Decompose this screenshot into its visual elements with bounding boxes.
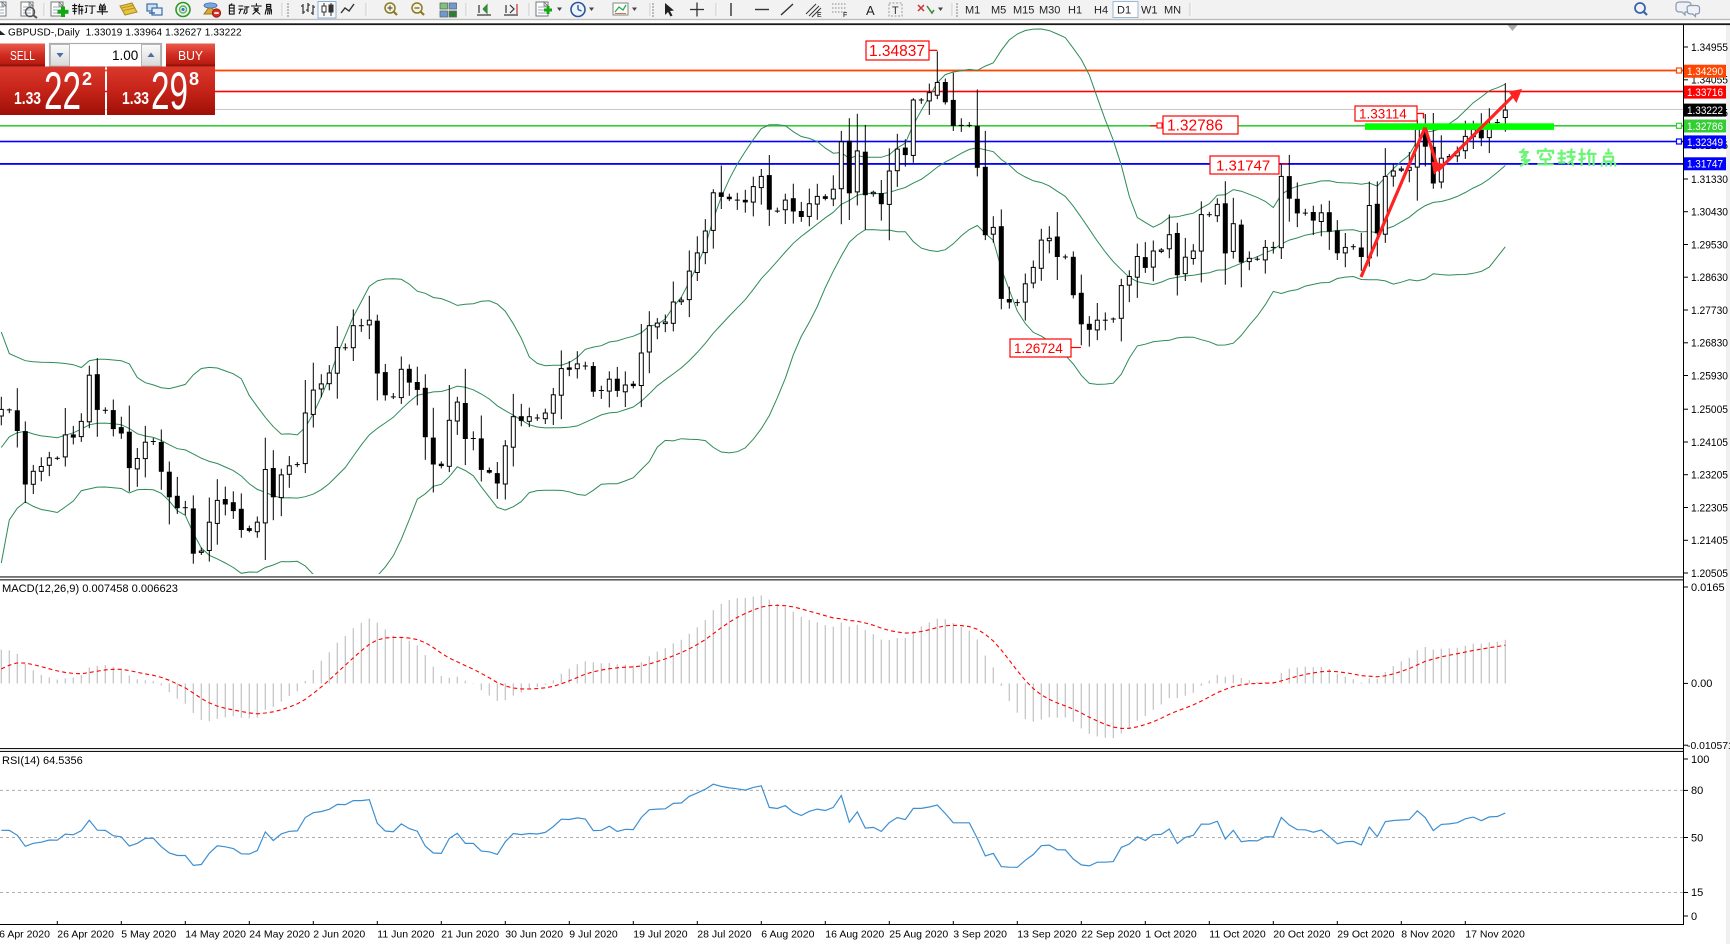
svg-text:25 Aug 2020: 25 Aug 2020 [889,929,948,941]
svg-text:1.25005: 1.25005 [1691,404,1728,416]
svg-text:1.24105: 1.24105 [1691,437,1728,449]
svg-text:29: 29 [151,62,188,121]
svg-text:1.31747: 1.31747 [1216,157,1270,174]
svg-text:0.0165: 0.0165 [1691,582,1725,594]
svg-text:M15: M15 [1013,5,1034,17]
svg-text:1.32786: 1.32786 [1687,121,1723,133]
svg-text:29 Oct 2020: 29 Oct 2020 [1337,929,1394,941]
svg-text:19 Jul 2020: 19 Jul 2020 [633,929,687,941]
svg-text:100: 100 [1691,754,1709,766]
svg-text:1 Oct 2020: 1 Oct 2020 [1145,929,1197,941]
svg-text:14 May 2020: 14 May 2020 [185,929,246,941]
svg-text:BUY: BUY [178,48,203,63]
svg-text:-0.010571: -0.010571 [1687,741,1730,752]
svg-text:2: 2 [82,69,92,89]
svg-text:20 Oct 2020: 20 Oct 2020 [1273,929,1330,941]
svg-text:1.21405: 1.21405 [1691,535,1728,547]
svg-text:11 Oct 2020: 11 Oct 2020 [1209,929,1266,941]
svg-text:1.34837: 1.34837 [869,43,925,60]
svg-text:RSI(14) 64.5356: RSI(14) 64.5356 [2,755,83,767]
svg-text:1.29530: 1.29530 [1691,239,1728,251]
svg-text:6 Aug 2020: 6 Aug 2020 [761,929,814,941]
svg-text:T: T [892,5,899,17]
svg-text:1.26830: 1.26830 [1691,338,1728,350]
svg-text:1.33114: 1.33114 [1359,106,1407,121]
svg-text:22: 22 [44,62,81,121]
svg-text:28 Jul 2020: 28 Jul 2020 [697,929,751,941]
svg-text:1.23205: 1.23205 [1691,470,1728,482]
svg-text:8 Nov 2020: 8 Nov 2020 [1401,929,1455,941]
svg-text:50: 50 [1691,832,1703,844]
svg-text:D1: D1 [1117,5,1131,17]
svg-text:1.31747: 1.31747 [1687,159,1723,171]
svg-text:GBPUSD-,Daily 1.33019 1.33964: GBPUSD-,Daily 1.33019 1.33964 1.32627 1.… [8,28,242,39]
svg-text:1.32349: 1.32349 [1687,137,1723,149]
svg-text:11 Jun 2020: 11 Jun 2020 [377,929,434,941]
svg-text:1.34955: 1.34955 [1691,42,1728,54]
svg-text:M5: M5 [991,5,1006,17]
svg-text:SELL: SELL [10,48,35,63]
svg-text:W1: W1 [1141,5,1158,17]
svg-text:1.33716: 1.33716 [1687,87,1723,99]
svg-text:80: 80 [1691,785,1703,797]
svg-text:9 Jul 2020: 9 Jul 2020 [569,929,618,941]
svg-text:H1: H1 [1068,5,1082,17]
svg-text:1.28630: 1.28630 [1691,272,1728,284]
svg-text:0: 0 [1691,911,1697,923]
svg-text:24 May 2020: 24 May 2020 [249,929,310,941]
svg-text:5 May 2020: 5 May 2020 [121,929,176,941]
svg-text:1.30430: 1.30430 [1691,207,1728,219]
svg-text:1.33: 1.33 [122,88,149,108]
svg-text:1.32786: 1.32786 [1167,118,1223,135]
svg-text:A: A [866,3,875,18]
svg-text:21 Jun 2020: 21 Jun 2020 [441,929,499,941]
svg-text:1.25930: 1.25930 [1691,370,1728,382]
svg-text:1.31330: 1.31330 [1691,174,1728,186]
svg-text:17 Nov 2020: 17 Nov 2020 [1465,929,1525,941]
svg-text:8: 8 [189,69,199,89]
svg-text:15: 15 [1691,887,1703,899]
svg-text:MACD(12,26,9) 0.007458 0.00662: MACD(12,26,9) 0.007458 0.006623 [2,583,178,595]
svg-text:1.27730: 1.27730 [1691,305,1728,317]
svg-text:2 Jun 2020: 2 Jun 2020 [313,929,365,941]
svg-text:13 Sep 2020: 13 Sep 2020 [1017,929,1077,941]
svg-text:M1: M1 [965,5,980,17]
svg-text:16 Aug 2020: 16 Aug 2020 [825,929,884,941]
svg-text:1.33: 1.33 [14,88,41,108]
svg-text:26 Apr 2020: 26 Apr 2020 [57,929,114,941]
svg-text:30 Jun 2020: 30 Jun 2020 [505,929,563,941]
svg-text:1.34290: 1.34290 [1687,66,1723,78]
svg-text:0.00: 0.00 [1691,678,1712,690]
svg-text:1.20505: 1.20505 [1691,568,1728,580]
svg-text:E: E [817,12,822,19]
svg-text:3 Sep 2020: 3 Sep 2020 [953,929,1007,941]
svg-text:22 Sep 2020: 22 Sep 2020 [1081,929,1141,941]
svg-text:1.22305: 1.22305 [1691,502,1728,514]
svg-text:16 Apr 2020: 16 Apr 2020 [0,929,50,941]
svg-text:1.00: 1.00 [112,48,138,63]
svg-text:1.26724: 1.26724 [1014,341,1063,356]
svg-text:F: F [843,12,847,19]
svg-text:1.33222: 1.33222 [1687,105,1723,117]
svg-text:H4: H4 [1094,5,1108,17]
svg-text:M30: M30 [1039,5,1060,17]
svg-text:MN: MN [1164,5,1181,17]
